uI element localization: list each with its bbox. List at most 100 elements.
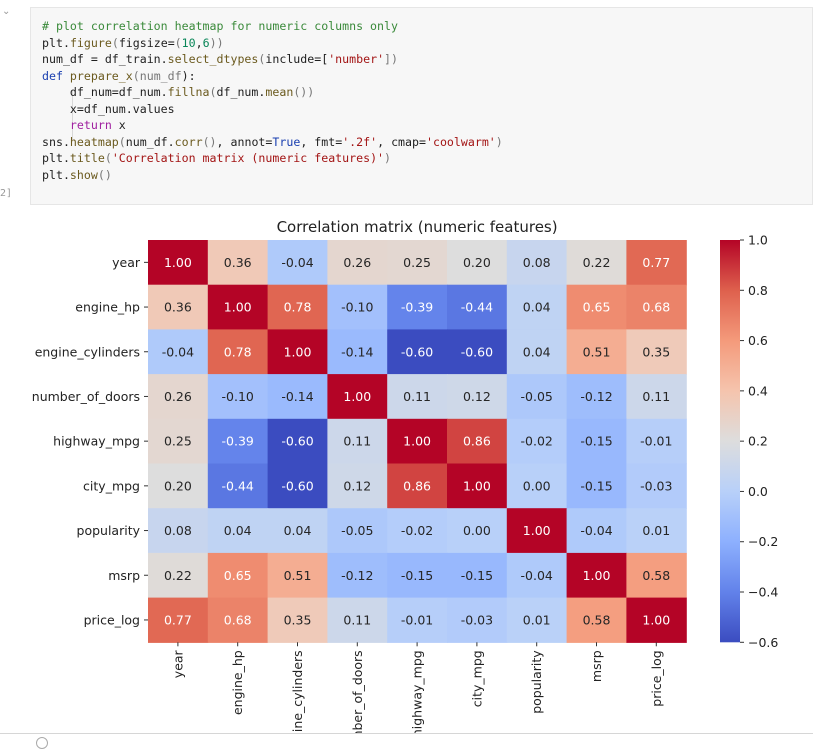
cell-annotation: 0.01: [642, 523, 670, 538]
heatmap-cell: [566, 284, 627, 330]
y-tick-label: engine_hp: [75, 300, 140, 315]
heatmap-cell: [148, 508, 209, 554]
cell-annotation: 0.25: [403, 255, 431, 270]
heatmap-cell: [506, 284, 568, 330]
code-token: plt: [42, 35, 63, 50]
heatmap-cell: [506, 463, 568, 509]
collapse-chevron-down-icon[interactable]: ⌄: [2, 6, 11, 17]
cell-annotation: -0.60: [281, 478, 313, 493]
heatmap-cell: [148, 240, 209, 286]
colorbar-tick-label: 0.2: [748, 434, 768, 449]
y-tick-label: msrp: [108, 568, 140, 583]
heatmap-cell: [327, 508, 388, 554]
cell-annotation: 1.00: [463, 478, 491, 493]
heatmap-cell: [148, 552, 209, 599]
code-token: 'number': [328, 52, 385, 66]
heatmap-cell: [447, 508, 508, 554]
heatmap-cell: [447, 240, 508, 286]
code-token: (: [111, 35, 119, 50]
code-token: sns.: [42, 134, 70, 149]
code-token: fillna: [167, 85, 210, 99]
colorbar: [720, 240, 740, 643]
cell-annotation: 0.26: [164, 389, 192, 404]
cell-annotation: 0.11: [642, 389, 670, 404]
heatmap-cell: [387, 329, 448, 375]
cell-annotation: -0.01: [401, 612, 433, 627]
heatmap-cell: [566, 552, 627, 599]
code-token: (: [258, 52, 266, 66]
cell-annotation: -0.44: [461, 300, 493, 315]
cell-annotation: 0.08: [523, 255, 551, 270]
cell-annotation: 1.00: [523, 523, 551, 538]
y-tick-label: highway_mpg: [53, 434, 140, 449]
heatmap-cell: [506, 508, 568, 554]
cell-divider: [0, 733, 813, 734]
cell-annotation: -0.39: [222, 434, 254, 449]
code-token: , cmap=: [377, 134, 426, 149]
cell-annotation: 0.35: [642, 344, 670, 359]
code-token: )): [209, 35, 224, 50]
code-token: df_num=df_num.: [42, 85, 168, 99]
code-token: (: [118, 134, 126, 149]
colorbar-tick-label: 1.0: [748, 233, 768, 248]
cell-annotation: 0.58: [583, 612, 611, 627]
cell-annotation: 0.77: [164, 612, 192, 627]
cell-annotation: 0.01: [523, 612, 551, 627]
heatmap-cell: [267, 463, 328, 509]
heatmap-cell: [267, 284, 328, 330]
code-token: 6: [202, 35, 210, 50]
heatmap-cell: [626, 284, 687, 330]
code-token: figsize: [118, 35, 168, 50]
code-editor[interactable]: # plot correlation heatmap for numeric c…: [42, 18, 503, 183]
cell-annotation: 0.86: [403, 478, 431, 493]
code-line: num_df = df_train.select_dtypes(include=…: [42, 51, 503, 68]
cell-annotation: -0.03: [640, 478, 672, 493]
heatmap-cell: [447, 552, 508, 599]
heatmap-cell: [148, 418, 209, 465]
heatmap-cell: [387, 284, 448, 330]
code-token: ): [384, 151, 392, 165]
cell-annotation: -0.12: [580, 389, 612, 404]
heatmap-cell: [387, 418, 448, 465]
cell-annotation: 0.20: [164, 478, 192, 493]
chart-title: Correlation matrix (numeric features): [277, 218, 558, 236]
code-token: (): [202, 134, 217, 149]
cell-annotation: -0.14: [341, 344, 373, 359]
x-tick-label: price_log: [649, 650, 664, 706]
cell-annotation: 0.25: [164, 434, 192, 449]
heatmap-cell: [148, 374, 209, 420]
cell-annotation: -0.05: [521, 389, 553, 404]
x-tick-label: year: [170, 649, 185, 678]
heatmap-cell: [267, 374, 328, 420]
cell-annotation: 1.00: [343, 389, 371, 404]
x-tick-label: engine_hp: [230, 650, 245, 715]
heatmap-cell: [506, 240, 568, 286]
cell-annotation: 0.11: [343, 434, 371, 449]
heatmap-cell: [327, 284, 388, 330]
heatmap-cell: [327, 552, 388, 599]
code-line: sns.heatmap(num_df.corr(), annot=True, f…: [42, 134, 503, 151]
code-token: prepare_x: [69, 68, 133, 83]
code-token: [42, 118, 70, 132]
cell-annotation: 0.04: [523, 344, 551, 359]
cell-annotation: -0.60: [401, 344, 433, 359]
cell-annotation: 0.35: [284, 612, 312, 627]
cell-annotation: 0.20: [463, 255, 491, 270]
heatmap-cell: [387, 597, 448, 643]
cell-annotation: -0.10: [222, 389, 254, 404]
code-token: select_dtypes: [167, 52, 259, 66]
cell-annotation: -0.12: [341, 568, 373, 583]
code-token: 10: [181, 35, 196, 50]
heatmap-cell: [207, 240, 269, 286]
code-token: return: [69, 118, 112, 132]
heatmap-cell: [626, 463, 687, 509]
cell-annotation: 0.04: [224, 523, 252, 538]
cell-annotation: 0.65: [224, 568, 252, 583]
heatmap-cell: [566, 240, 627, 286]
heatmap-cell: [506, 418, 568, 465]
code-token: # plot correlation heatmap for numeric c…: [42, 19, 398, 33]
heatmap-cell: [327, 463, 388, 509]
heatmap-cell: [626, 508, 687, 554]
code-cell[interactable]: # plot correlation heatmap for numeric c…: [30, 7, 813, 205]
heatmap-cell: [626, 329, 687, 375]
